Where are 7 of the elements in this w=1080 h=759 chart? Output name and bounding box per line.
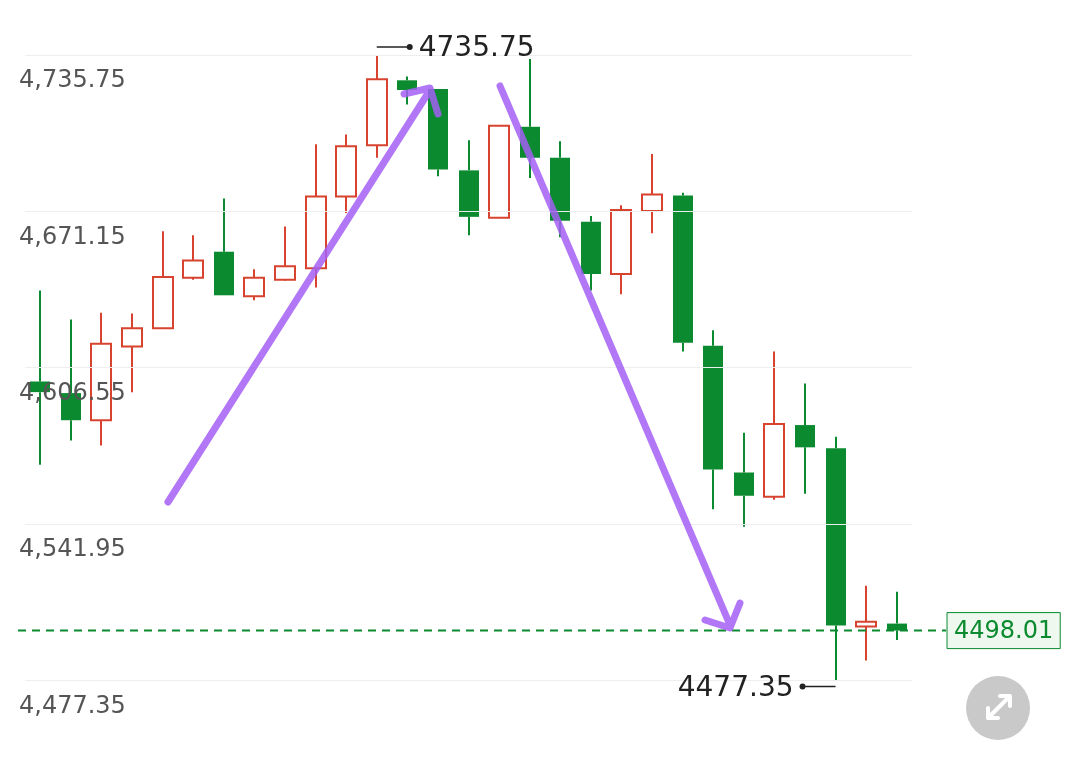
annotation: 4735.75 (418, 30, 535, 64)
y-tick-label: 4,671.15 (19, 221, 126, 250)
ref-line-label: 4498.01 (954, 615, 1054, 644)
y-tick-label: 4,541.95 (19, 534, 126, 563)
y-tick-label: 4,477.35 (19, 690, 126, 719)
y-tick-label: 4,735.75 (19, 65, 126, 94)
annotation: 4477.35 (677, 669, 794, 703)
